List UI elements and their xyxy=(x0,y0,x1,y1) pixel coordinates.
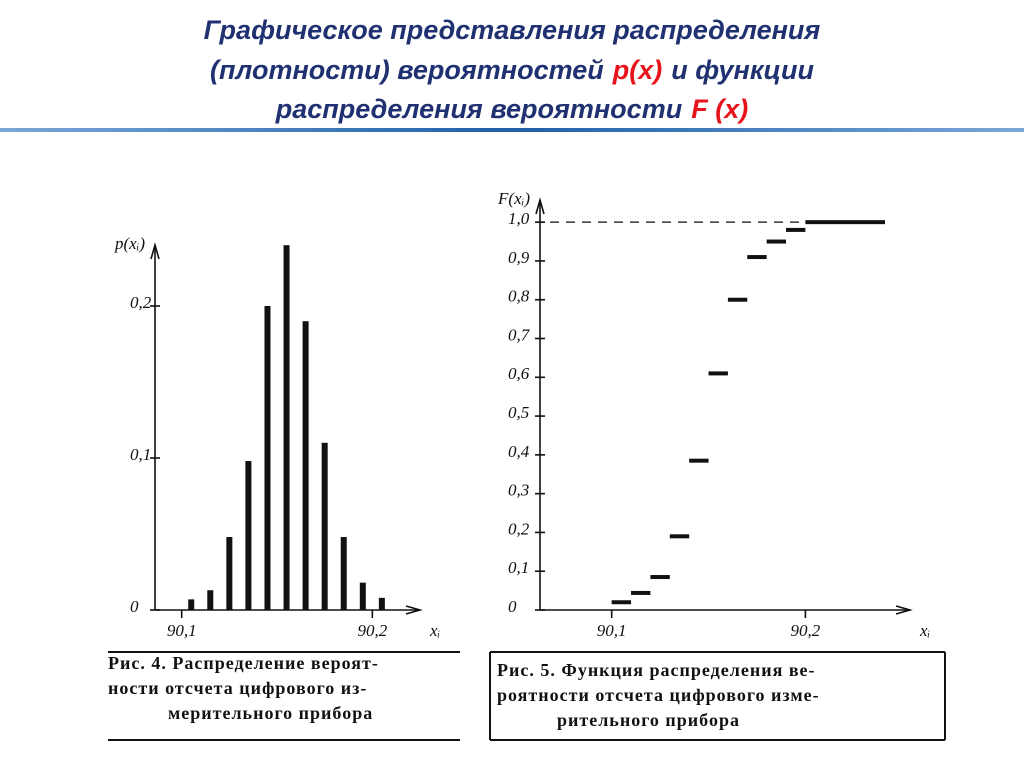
caption-line: Рис. 5. Функция распределения ве- xyxy=(497,660,816,680)
x-tick-label: 90,1 xyxy=(597,621,627,640)
x-tick-label: 90,2 xyxy=(357,621,387,640)
bar xyxy=(226,537,233,610)
step xyxy=(689,458,709,463)
x-tick-label: 90,1 xyxy=(167,621,197,640)
y-axis-label: F(xᵢ) xyxy=(497,189,530,208)
title-line: Графическое представления распределения xyxy=(204,15,821,45)
step xyxy=(631,590,651,595)
y-tick-label: 0,6 xyxy=(508,364,530,383)
bar xyxy=(302,321,309,610)
step xyxy=(669,534,690,539)
y-tick-label: 0,1 xyxy=(508,558,529,577)
y-tick-label: 0,4 xyxy=(508,442,530,461)
step xyxy=(766,239,787,244)
bar xyxy=(245,461,252,610)
title-segment: и функции xyxy=(671,55,814,85)
x-tick-label: 90,2 xyxy=(791,621,821,640)
x-axis-arrow xyxy=(405,605,423,615)
step xyxy=(805,220,885,225)
bar xyxy=(264,306,271,610)
bar xyxy=(378,597,385,610)
title-segment: Графическое представления распределения xyxy=(204,15,821,45)
title-segment: (плотности) вероятностей xyxy=(210,55,604,85)
x-axis-label: xᵢ xyxy=(919,621,930,640)
y-axis-label: p(xᵢ) xyxy=(114,234,145,253)
bar xyxy=(207,590,214,610)
charts: p(xᵢ) xᵢ 0 0,1 0,2 90,1 90,2 Рис. 4. Распределе… xyxy=(108,189,946,741)
step xyxy=(708,371,728,376)
step xyxy=(611,600,632,605)
y-tick-label: 0,2 xyxy=(508,519,530,538)
x-axis-label: xᵢ xyxy=(429,621,440,640)
y-tick-label: 0,8 xyxy=(508,287,530,306)
y-tick-label: 0 xyxy=(130,597,139,616)
y-tick-label: 0,9 xyxy=(508,248,530,267)
y-tick-label: 0,7 xyxy=(508,325,531,344)
title-segment: F (x) xyxy=(691,94,748,124)
chart: p(xᵢ) xᵢ 0 0,1 0,2 90,1 90,2 Рис. 4. Распределе… xyxy=(108,234,460,741)
y-axis-arrow xyxy=(535,197,545,215)
step xyxy=(650,575,670,580)
step xyxy=(786,227,806,232)
title-line: (плотности) вероятностей p(x) и функции xyxy=(210,55,814,85)
x-axis-arrow xyxy=(895,605,913,615)
y-tick-label: 0,1 xyxy=(130,445,151,464)
bar xyxy=(188,599,195,610)
bar xyxy=(340,537,347,610)
title-rule xyxy=(0,128,1024,132)
y-tick-label: 0 xyxy=(508,597,517,616)
title-segment: распределения вероятности xyxy=(275,94,683,124)
y-tick-label: 1,0 xyxy=(508,209,530,228)
bar xyxy=(359,582,366,610)
caption-line: роятности отсчета цифрового изме- xyxy=(497,685,820,705)
title-line: распределения вероятности F (x) xyxy=(275,94,748,124)
y-tick-label: 0,2 xyxy=(130,293,152,312)
caption-line: мерительного прибора xyxy=(168,703,373,723)
chart: F(xᵢ) xᵢ 0 0,1 0,2 0,3 0,4 0,5 0,6 0,7 0,8 0,9 1,0 90… xyxy=(489,189,946,741)
title-segment: p(x) xyxy=(612,55,663,85)
y-axis-arrow xyxy=(150,242,160,260)
bar xyxy=(321,442,328,610)
caption-line: Рис. 4. Распределение вероят- xyxy=(108,653,379,673)
caption-line: ности отсчета цифрового из- xyxy=(108,678,367,698)
step xyxy=(727,297,748,302)
y-tick-label: 0,5 xyxy=(508,403,529,422)
bar xyxy=(283,245,290,610)
caption-line: рительного прибора xyxy=(557,710,740,730)
title: Графическое представления распределения (… xyxy=(204,15,821,124)
y-tick-label: 0,3 xyxy=(508,481,529,500)
step xyxy=(747,255,767,260)
